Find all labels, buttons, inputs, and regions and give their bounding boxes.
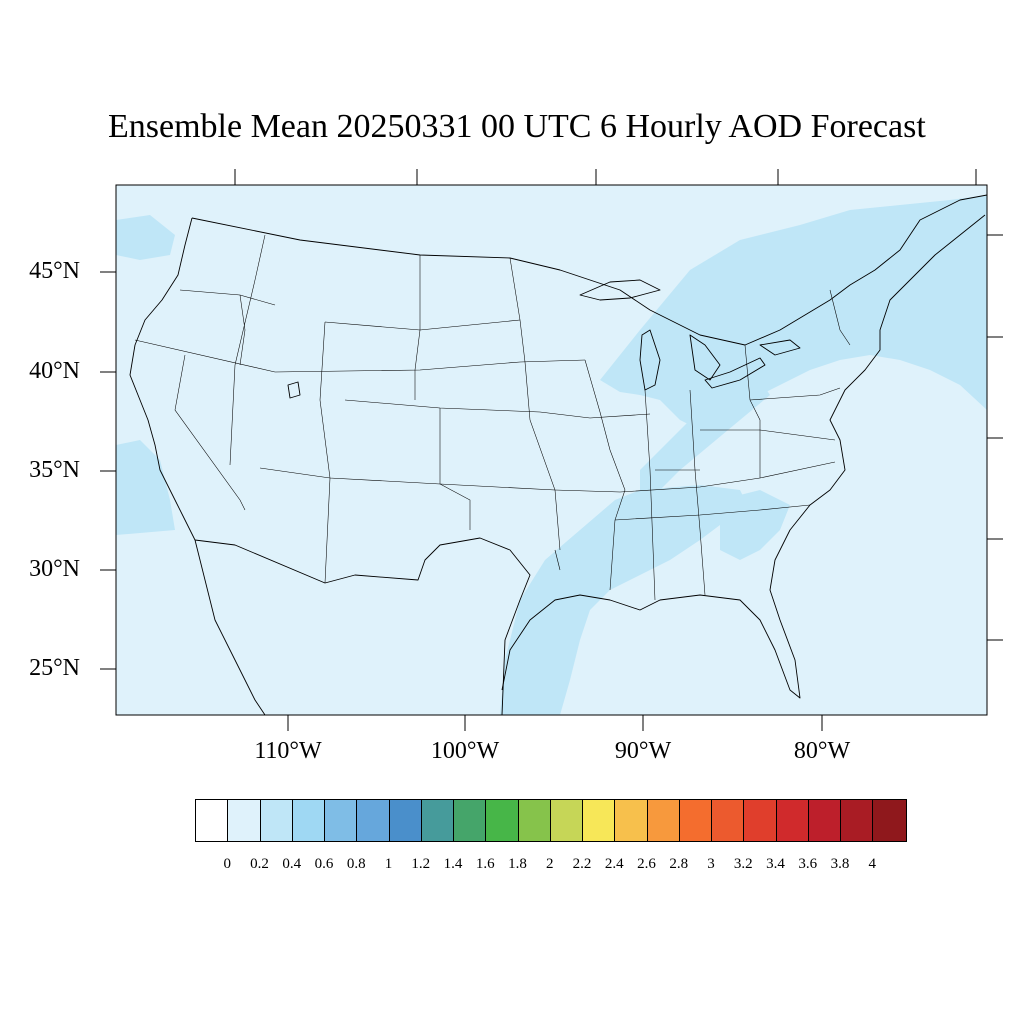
lat-label-25n: 25°N	[29, 655, 80, 681]
colorbar-swatch	[841, 800, 874, 841]
boundary-line	[324, 319, 521, 331]
boundary-line	[644, 389, 656, 601]
lon-label-100w: 100°W	[430, 738, 500, 764]
colorbar-tick-label: 3	[707, 856, 715, 872]
colorbar-tick-label: 2.4	[604, 856, 624, 872]
colorbar-tick-label: 2.2	[572, 856, 592, 872]
map-border	[115, 184, 988, 716]
aod-plume-southeast	[720, 490, 790, 560]
boundary-line	[584, 359, 626, 591]
lon-label-80w: 80°W	[793, 738, 851, 764]
colorbar-swatch	[196, 800, 229, 841]
lon-label-110w: 110°W	[254, 738, 322, 764]
colorbar-swatch	[325, 800, 358, 841]
boundary-line	[229, 234, 266, 466]
map-title: Ensemble Mean 20250331 00 UTC 6 Hourly A…	[108, 108, 926, 145]
colorbar-swatch	[486, 800, 519, 841]
boundary-line	[829, 289, 851, 346]
colorbar-swatch	[260, 800, 293, 841]
colorbar-swatch	[808, 800, 841, 841]
colorbar-tick-label: 0.6	[314, 856, 334, 872]
colorbar-swatch	[292, 800, 325, 841]
colorbar-swatch	[357, 800, 390, 841]
colorbar-tick-label: 0	[223, 856, 232, 872]
aod-plume-ohio-valley	[640, 380, 770, 495]
colorbar-tick-label: 3.4	[766, 856, 785, 872]
boundary-line	[439, 408, 471, 530]
colorbar-tick-label: 0.2	[250, 856, 269, 872]
colorbar-tick-label: 1.4	[443, 856, 463, 872]
colorbar-tick-label: 1.6	[475, 856, 495, 872]
colorbar-tick-label: 2.6	[637, 856, 656, 872]
great-salt-lake	[287, 381, 301, 399]
aod-plume-gulf	[500, 485, 750, 715]
colorbar-tick-label: 4	[868, 856, 877, 872]
lat-label-45n: 45°N	[29, 258, 80, 284]
colorbar-tick-label: 1.2	[411, 856, 431, 872]
colorbar-tick-label: 2.8	[669, 856, 689, 872]
boundary-line	[509, 257, 561, 551]
aod-plume-pacific-north	[116, 215, 175, 260]
colorbar-swatch	[421, 800, 454, 841]
boundary-line	[174, 354, 246, 511]
colorbar-tick-label: 0.4	[282, 856, 302, 872]
colorbar-tick-label: 3.6	[798, 856, 818, 872]
colorbar-swatch	[583, 800, 616, 841]
lat-label-40n: 40°N	[29, 358, 80, 384]
colorbar-swatch	[647, 800, 680, 841]
lake-erie	[704, 357, 766, 389]
colorbar-swatch	[228, 800, 261, 841]
colorbar-swatch	[679, 800, 712, 841]
lat-label-35n: 35°N	[29, 457, 80, 483]
colorbar-swatch	[776, 800, 809, 841]
map-frame	[100, 169, 1003, 731]
boundary-line	[749, 387, 841, 401]
boundary-line	[259, 461, 836, 493]
boundary-line	[319, 321, 331, 584]
boundary-line	[614, 504, 811, 521]
boundary-line	[749, 399, 761, 478]
aod-plume-pacific-south	[116, 440, 175, 535]
colorbar-swatch	[389, 800, 422, 841]
colorbar-swatch	[550, 800, 583, 841]
colorbar-swatch	[454, 800, 487, 841]
lon-label-90w: 90°W	[614, 738, 672, 764]
us-coastline-west	[129, 217, 196, 541]
boundary-line	[700, 429, 836, 441]
colorbar-swatch	[615, 800, 648, 841]
colorbar-swatch	[873, 800, 906, 841]
boundary-line	[239, 294, 246, 366]
colorbar-tick-label: 1.8	[508, 856, 527, 872]
colorbar-tick-label: 3.8	[830, 856, 850, 872]
state-boundaries	[134, 234, 851, 601]
lake-huron	[689, 334, 721, 381]
colorbar-tick-label: 0.8	[346, 856, 366, 872]
colorbar-swatch	[518, 800, 551, 841]
map-outlines	[129, 194, 988, 716]
baja-peninsula	[194, 539, 266, 716]
colorbar-swatch	[744, 800, 777, 841]
lake-ontario	[759, 339, 801, 356]
colorbar-swatch	[712, 800, 745, 841]
boundary-line	[344, 399, 651, 419]
colorbar-tick-label: 2	[546, 856, 554, 872]
boundary-line	[554, 549, 561, 571]
colorbar-tick-label: 1	[384, 856, 393, 872]
lat-label-30n: 30°N	[29, 556, 80, 582]
colorbar-tick-label: 3.2	[733, 856, 753, 872]
boundary-line	[744, 344, 751, 401]
boundary-line	[689, 389, 706, 596]
gulf-coastline	[501, 214, 986, 699]
aod-colorbar	[195, 799, 907, 842]
boundary-line	[134, 339, 586, 373]
boundary-line	[414, 255, 421, 400]
lake-superior	[579, 279, 661, 301]
